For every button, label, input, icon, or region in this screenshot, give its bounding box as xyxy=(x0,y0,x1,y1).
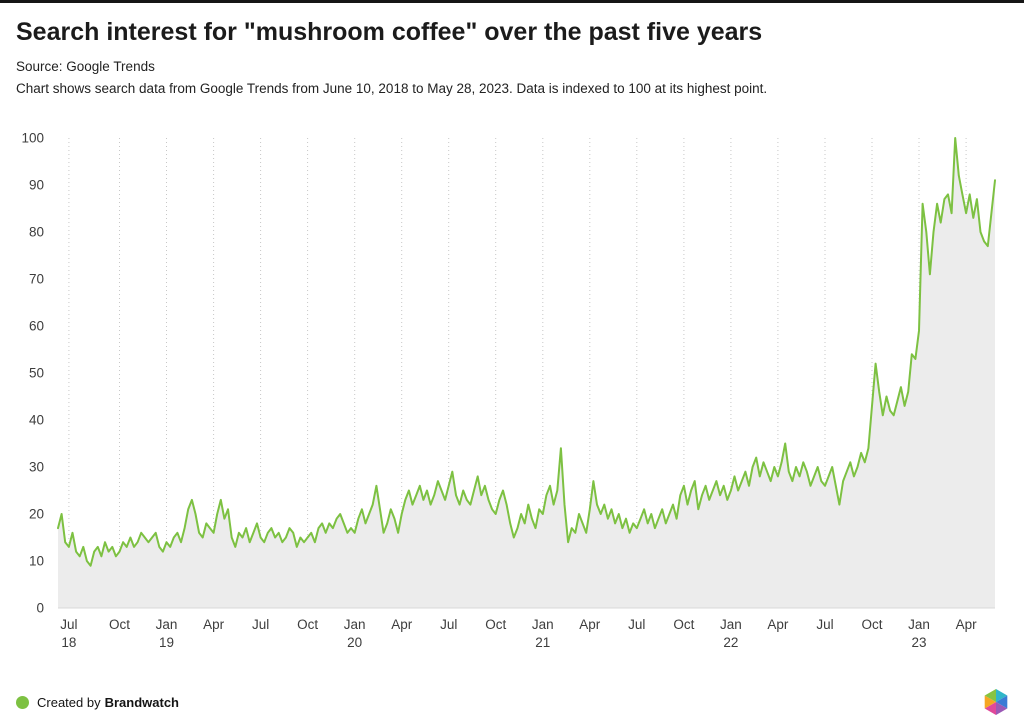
credit: Created by Brandwatch xyxy=(16,695,179,710)
svg-text:Jan: Jan xyxy=(344,617,366,632)
svg-text:40: 40 xyxy=(29,413,44,428)
svg-text:Oct: Oct xyxy=(485,617,506,632)
svg-text:Jan: Jan xyxy=(532,617,554,632)
svg-text:30: 30 xyxy=(29,460,44,475)
svg-text:Apr: Apr xyxy=(767,617,789,632)
svg-text:70: 70 xyxy=(29,272,44,287)
svg-text:Oct: Oct xyxy=(297,617,318,632)
svg-text:19: 19 xyxy=(159,635,174,650)
svg-text:Jul: Jul xyxy=(816,617,833,632)
svg-text:Jul: Jul xyxy=(440,617,457,632)
svg-text:Jan: Jan xyxy=(720,617,742,632)
page-title: Search interest for "mushroom coffee" ov… xyxy=(16,18,763,46)
trend-line-chart: 0 10 20 30 40 50 60 70 80 90 100 Jul 18 Oct Jan 19 Apr Ju… xyxy=(21,131,996,650)
svg-text:50: 50 xyxy=(29,366,44,381)
svg-text:90: 90 xyxy=(29,178,44,193)
svg-text:Jul: Jul xyxy=(628,617,645,632)
svg-text:Apr: Apr xyxy=(203,617,225,632)
svg-text:60: 60 xyxy=(29,319,44,334)
svg-text:80: 80 xyxy=(29,225,44,240)
svg-text:Oct: Oct xyxy=(109,617,130,632)
chart-footer: Created by Brandwatch xyxy=(0,679,1024,725)
svg-text:Jul: Jul xyxy=(252,617,269,632)
svg-text:Jan: Jan xyxy=(156,617,178,632)
svg-text:Jul: Jul xyxy=(60,617,77,632)
svg-text:20: 20 xyxy=(29,507,44,522)
chart-header: Search interest for "mushroom coffee" ov… xyxy=(0,3,1024,97)
svg-text:Jan: Jan xyxy=(908,617,930,632)
svg-text:20: 20 xyxy=(347,635,362,650)
svg-text:Apr: Apr xyxy=(956,617,978,632)
brand-dot-icon xyxy=(16,695,29,709)
svg-text:10: 10 xyxy=(29,554,44,569)
source-label: Source: Google Trends xyxy=(16,59,155,74)
svg-text:Apr: Apr xyxy=(391,617,413,632)
svg-text:Oct: Oct xyxy=(673,617,694,632)
svg-text:21: 21 xyxy=(535,635,550,650)
svg-text:0: 0 xyxy=(36,601,44,616)
svg-text:23: 23 xyxy=(911,635,926,650)
svg-text:100: 100 xyxy=(21,131,44,146)
brandwatch-logo-icon xyxy=(984,689,1008,715)
svg-text:18: 18 xyxy=(61,635,76,650)
svg-text:Oct: Oct xyxy=(861,617,882,632)
svg-text:22: 22 xyxy=(723,635,738,650)
brand-name: Brandwatch xyxy=(104,694,179,710)
svg-text:Apr: Apr xyxy=(579,617,601,632)
credit-text: Created by xyxy=(37,694,101,710)
chart-description: Chart shows search data from Google Tren… xyxy=(16,81,768,96)
